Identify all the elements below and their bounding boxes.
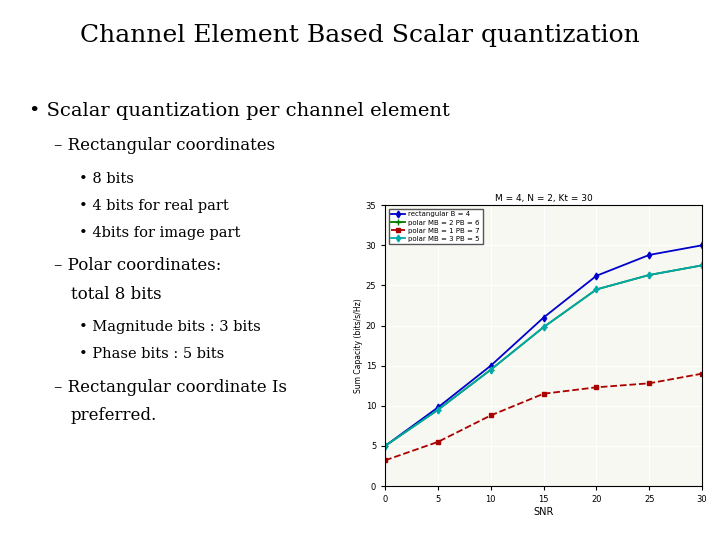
polar MB = 1 PB = 7 [592,384,600,390]
Line: polar MB = 3 PB = 5: polar MB = 3 PB = 5 [383,263,704,448]
polar MB = 3 PB = 5 [381,443,390,449]
polar MB = 3 PB = 5 [539,324,548,330]
rectangular B = 4 [592,273,600,279]
Legend: rectangular B = 4, polar MB = 2 PB = 6, polar MB = 1 PB = 7, polar MB = 3 PB = 5: rectangular B = 4, polar MB = 2 PB = 6, … [389,208,482,245]
polar MB = 1 PB = 7 [381,457,390,463]
Text: • Magnitude bits : 3 bits: • Magnitude bits : 3 bits [79,320,261,334]
Y-axis label: Sum Capacity (bits/s/Hz): Sum Capacity (bits/s/Hz) [354,298,363,393]
Text: – Polar coordinates:: – Polar coordinates: [54,257,221,274]
polar MB = 3 PB = 5 [487,367,495,373]
Text: • 8 bits: • 8 bits [79,172,134,186]
Line: polar MB = 1 PB = 7: polar MB = 1 PB = 7 [383,371,704,463]
polar MB = 3 PB = 5 [698,262,706,268]
polar MB = 1 PB = 7 [645,380,654,387]
polar MB = 1 PB = 7 [539,390,548,397]
polar MB = 1 PB = 7 [698,370,706,377]
Title: M = 4, N = 2, Kt = 30: M = 4, N = 2, Kt = 30 [495,194,593,203]
polar MB = 2 PB = 6 [487,367,495,373]
polar MB = 2 PB = 6 [433,407,442,413]
Text: Channel Element Based Scalar quantization: Channel Element Based Scalar quantizatio… [80,24,640,46]
rectangular B = 4 [698,242,706,248]
rectangular B = 4 [487,362,495,369]
Text: – Rectangular coordinates: – Rectangular coordinates [54,137,275,154]
rectangular B = 4 [381,443,390,449]
polar MB = 3 PB = 5 [645,272,654,278]
Text: • 4 bits for real part: • 4 bits for real part [79,199,229,213]
Line: polar MB = 2 PB = 6: polar MB = 2 PB = 6 [382,262,706,449]
Text: preferred.: preferred. [71,407,157,424]
Text: • Phase bits : 5 bits: • Phase bits : 5 bits [79,347,225,361]
rectangular B = 4 [539,314,548,321]
polar MB = 3 PB = 5 [433,407,442,413]
Text: • Scalar quantization per channel element: • Scalar quantization per channel elemen… [29,102,450,120]
X-axis label: SNR: SNR [534,507,554,517]
polar MB = 2 PB = 6 [698,262,706,268]
Text: – Rectangular coordinate Is: – Rectangular coordinate Is [54,379,287,396]
rectangular B = 4 [645,252,654,258]
Text: total 8 bits: total 8 bits [71,286,161,303]
Text: • 4bits for image part: • 4bits for image part [79,226,240,240]
polar MB = 2 PB = 6 [539,324,548,330]
Line: rectangular B = 4: rectangular B = 4 [383,243,704,448]
polar MB = 3 PB = 5 [592,286,600,293]
polar MB = 2 PB = 6 [645,272,654,278]
polar MB = 2 PB = 6 [592,286,600,293]
polar MB = 2 PB = 6 [381,443,390,449]
rectangular B = 4 [433,404,442,410]
polar MB = 1 PB = 7 [487,412,495,418]
polar MB = 1 PB = 7 [433,438,442,445]
